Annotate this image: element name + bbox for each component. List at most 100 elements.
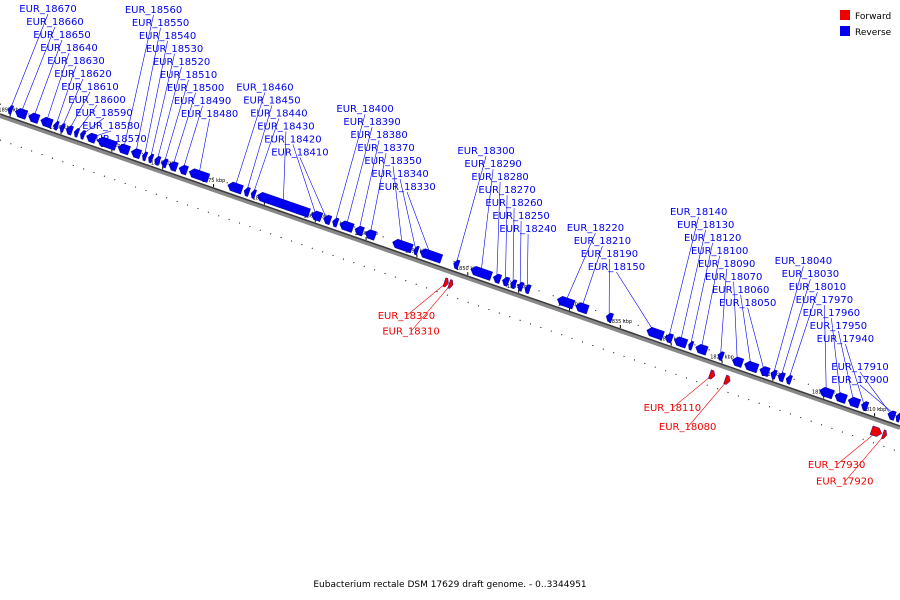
gene-eur-18670 [7, 105, 14, 115]
leader-line [690, 242, 713, 346]
gene-arrow [323, 214, 333, 226]
gene-eur-18580 [86, 132, 98, 144]
leader-line [845, 344, 865, 406]
gene-eur-18650 [28, 112, 41, 124]
leader-line [455, 156, 487, 265]
gene-label: EUR_17900 [831, 375, 888, 386]
gene-eur-18100 [695, 343, 709, 356]
gene-label: EUR_18150 [588, 262, 645, 273]
gene-eur-17910 [887, 410, 897, 421]
gene-arrow [453, 259, 461, 270]
leader-line [123, 14, 154, 149]
gene-eur-18520 [154, 155, 162, 166]
gene-label: EUR_18620 [54, 69, 111, 80]
gene-label: EUR_18140 [670, 207, 727, 218]
gene-label: EUR_18390 [343, 117, 400, 128]
leader-line [496, 182, 501, 279]
gene-arrow [168, 161, 179, 172]
gene-label: EUR_18010 [789, 282, 846, 293]
leader-line [163, 79, 189, 164]
gene-arrow [510, 279, 518, 290]
gene-arrow [819, 386, 835, 400]
gene-arrow [53, 120, 60, 131]
leader-line [334, 114, 366, 223]
forward-legend-swatch [840, 10, 850, 20]
gene-arrow [257, 192, 311, 218]
gene-label: EUR_18580 [82, 121, 139, 132]
gene-arrow [419, 248, 444, 264]
gene-eur-18240 [524, 284, 532, 295]
reverse-legend-swatch [840, 26, 850, 36]
leader-line [45, 52, 70, 123]
gene-eur-18420 [310, 210, 324, 222]
gene-label: EUR_18650 [33, 30, 90, 41]
gene-eur-18530 [148, 153, 155, 164]
gene-eur-18250 [517, 281, 525, 292]
gene-label: EUR_18490 [174, 96, 231, 107]
gene-eur-18660 [15, 108, 29, 120]
leader-line [505, 195, 508, 282]
gene-label: EUR_18350 [364, 156, 421, 167]
label-leader-lines [9, 13, 899, 482]
gene-eur-18050 [759, 366, 771, 378]
gene-arrow [227, 181, 244, 195]
gene-eur-18450 [243, 187, 251, 197]
gene-eur-18140 [664, 333, 674, 344]
gene-arrow [777, 372, 786, 383]
gene-label: EUR_17930 [808, 460, 865, 471]
genome-caption: Eubacterium rectale DSM 17629 draft geno… [313, 580, 586, 590]
gene-label: EUR_18380 [350, 130, 407, 141]
leader-line [369, 153, 387, 235]
gene-label: EUR_18100 [691, 246, 748, 257]
gene-label: EUR_17970 [796, 295, 853, 306]
gene-features [7, 105, 900, 440]
gene-arrow [470, 266, 493, 281]
gene-label: EUR_18270 [478, 185, 535, 196]
leader-line [700, 255, 720, 350]
leader-line [172, 92, 196, 167]
gene-arrow [130, 148, 143, 160]
gene-label: EUR_17960 [803, 308, 860, 319]
leader-line [150, 53, 175, 159]
gene-arrow [354, 225, 365, 237]
gene-eur-18260 [510, 279, 518, 290]
leader-line [788, 292, 818, 380]
gene-label: EUR_18460 [236, 82, 293, 93]
gene-label: EUR_18510 [160, 70, 217, 81]
leader-line [198, 118, 210, 175]
leader-line [780, 279, 811, 377]
gene-arrow [154, 155, 162, 166]
leader-line [740, 294, 752, 367]
gene-eur-18510 [161, 158, 169, 169]
gene-label: EUR_18430 [257, 121, 314, 132]
gene-eur-18150 [646, 327, 665, 341]
gene-arrow [80, 130, 87, 140]
gene-label: EUR_18500 [167, 83, 224, 94]
gene-eur-18400 [332, 217, 340, 228]
gene-arrow [759, 366, 771, 378]
gene-arrow [887, 410, 897, 421]
gene-eur-18560 [117, 143, 131, 156]
gene-arrow [142, 151, 149, 162]
forward-legend-label: Forward [855, 12, 891, 22]
leader-line [246, 105, 273, 192]
kbp-tick-label: 1875 kbp [202, 178, 226, 184]
gene-eur-18440 [250, 189, 257, 199]
gene-eur-18080 [723, 374, 731, 385]
gene-eur-18120 [688, 340, 695, 351]
gene-eur-18570 [97, 136, 118, 151]
leader-line [831, 318, 841, 398]
leader-line [345, 127, 373, 227]
gene-label: EUR_18330 [378, 182, 435, 193]
gene-label: EUR_18060 [712, 285, 769, 296]
gene-eur-18410 [323, 214, 333, 226]
gene-arrow [834, 392, 848, 404]
gene-arrow [785, 374, 793, 385]
gene-label: EUR_18090 [698, 259, 755, 270]
gene-label: EUR_18530 [146, 44, 203, 55]
gene-eur-18320 [442, 277, 449, 288]
gene-label: EUR_18300 [457, 146, 514, 157]
gene-arrow [7, 105, 14, 115]
gene-arrow [502, 276, 511, 287]
